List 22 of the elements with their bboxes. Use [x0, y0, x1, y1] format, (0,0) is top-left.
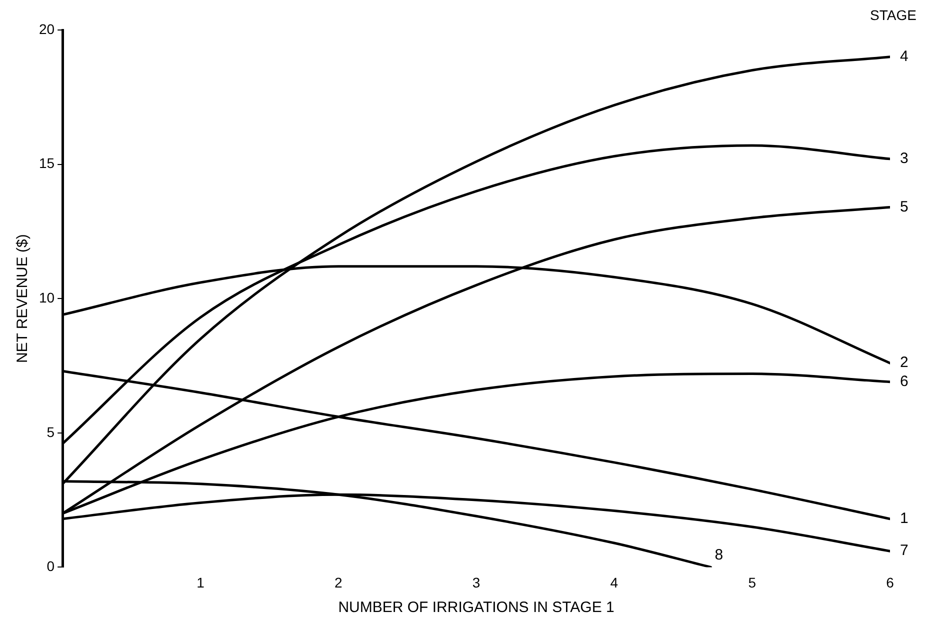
y-tick-label: 0	[46, 558, 55, 574]
y-tick-label: 15	[38, 155, 55, 172]
x-tick-label: 6	[886, 574, 894, 590]
series-label: 8	[714, 546, 724, 564]
x-tick-label: 3	[472, 574, 480, 590]
series-label: 6	[900, 373, 908, 390]
series-label: 5	[900, 198, 908, 216]
y-tick-label: 10	[38, 289, 55, 306]
legend-title: STAGE	[870, 6, 916, 23]
series-label: 1	[900, 510, 908, 527]
series-label: 2	[900, 354, 908, 372]
series-label: 3	[900, 150, 908, 168]
x-tick-label: 2	[334, 574, 342, 590]
y-axis-title: NET REVENUE ($)	[14, 234, 32, 364]
x-axis-title: NUMBER OF IRRIGATIONS IN STAGE 1	[338, 599, 614, 616]
x-tick-label: 4	[610, 574, 618, 590]
series-label: 4	[900, 48, 908, 65]
series-label: 7	[900, 542, 908, 560]
y-tick-label: 5	[46, 424, 55, 440]
y-tick-label: 20	[38, 20, 55, 37]
x-tick-label: 1	[196, 574, 205, 590]
x-tick-label: 5	[748, 574, 756, 590]
